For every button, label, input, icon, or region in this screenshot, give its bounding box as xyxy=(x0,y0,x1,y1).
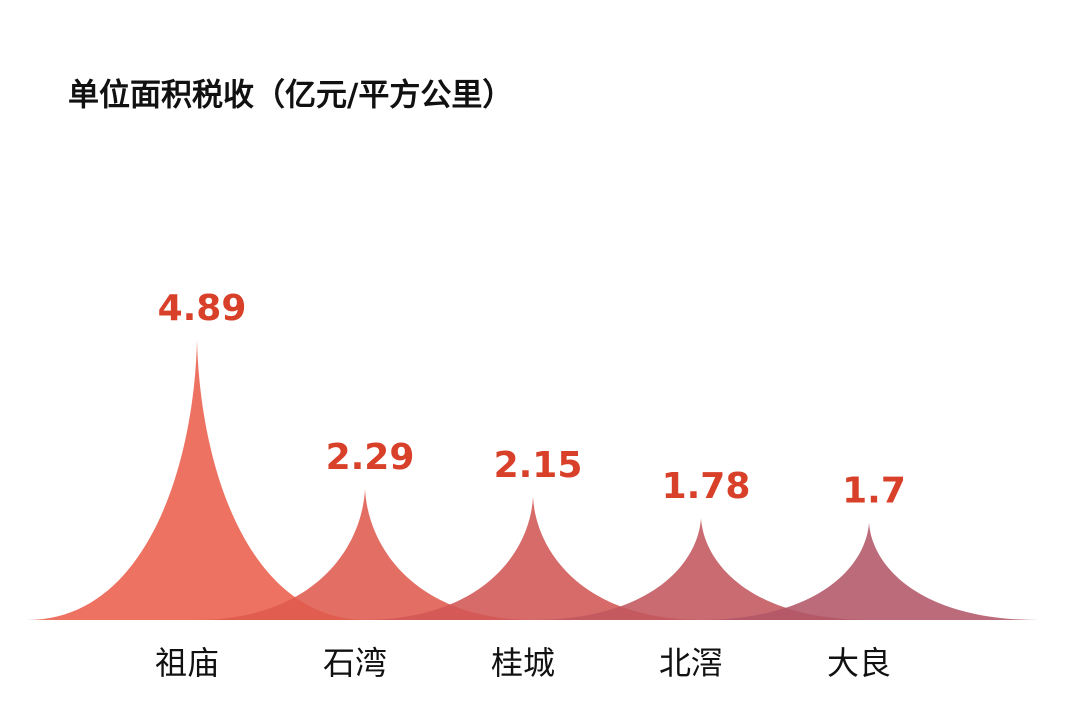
value-label: 1.78 xyxy=(662,466,751,507)
value-label: 4.89 xyxy=(158,288,247,329)
value-label: 2.15 xyxy=(494,445,583,486)
x-tick-label: 桂城 xyxy=(491,644,555,682)
spike xyxy=(531,518,871,620)
spike xyxy=(699,522,1039,620)
x-tick-label: 大良 xyxy=(827,644,891,682)
x-tick-label: 石湾 xyxy=(323,644,387,682)
x-tick-label: 祖庙 xyxy=(155,644,219,682)
value-label: 2.29 xyxy=(326,437,415,478)
spike xyxy=(27,340,367,620)
x-tick-label: 北滘 xyxy=(659,644,723,682)
chart-title: 单位面积税收（亿元/平方公里） xyxy=(68,78,513,114)
spike xyxy=(195,488,535,620)
spike xyxy=(363,496,703,620)
value-label: 1.7 xyxy=(842,471,906,512)
